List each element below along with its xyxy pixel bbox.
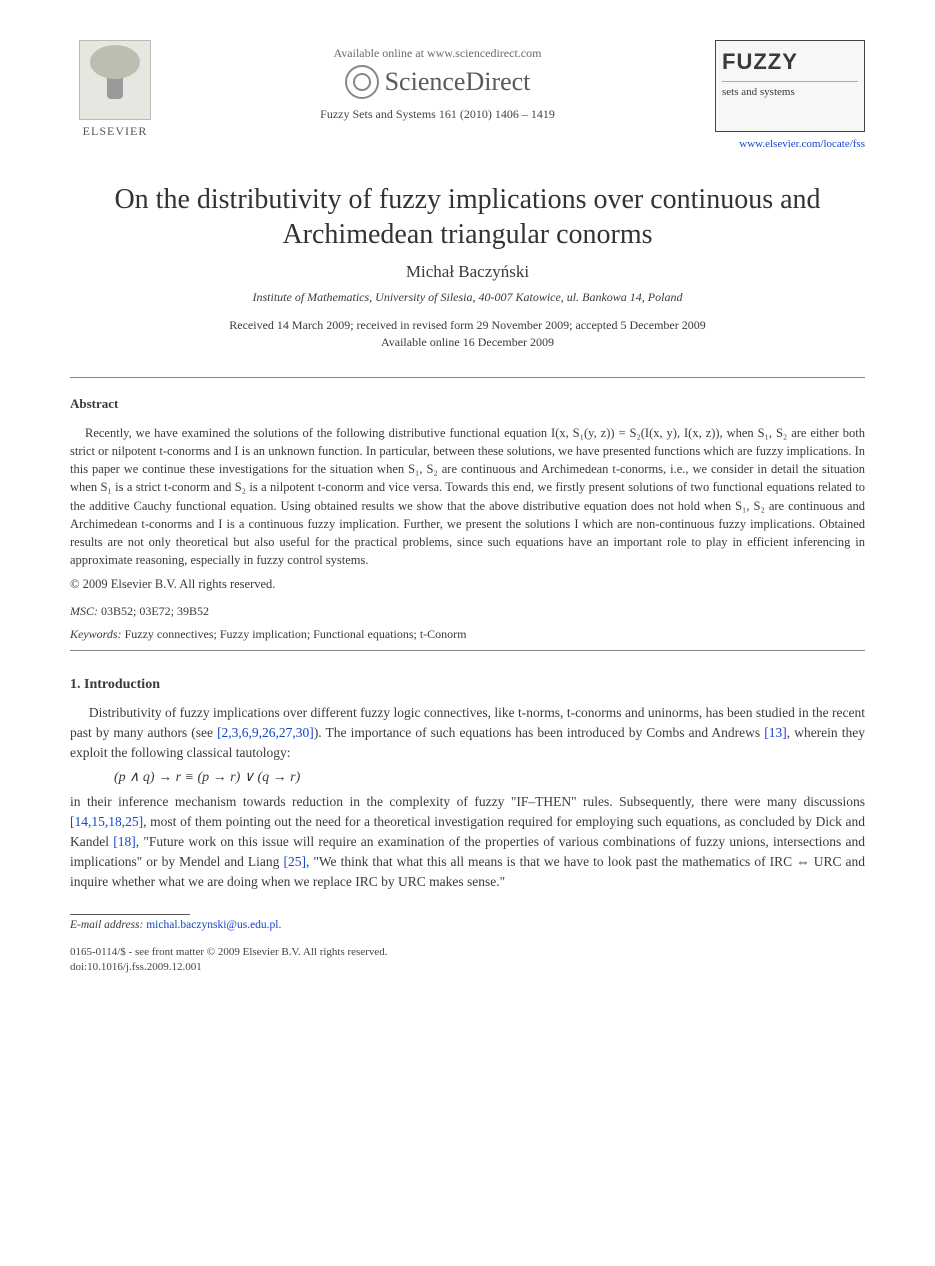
- intro-p2-a: in their inference mechanism towards red…: [70, 794, 865, 809]
- available-online-line: Available online at www.sciencedirect.co…: [160, 46, 715, 61]
- publisher-logo: ELSEVIER: [70, 40, 160, 139]
- email-label: E-mail address:: [70, 919, 143, 931]
- affiliation: Institute of Mathematics, University of …: [70, 290, 865, 305]
- citation-link-group-1[interactable]: [2,3,6,9,26,27,30]: [217, 725, 314, 740]
- journal-cover-box: FUZZY sets and systems www.elsevier.com/…: [715, 40, 865, 150]
- elsevier-tree-icon: [79, 40, 151, 120]
- abstract-heading: Abstract: [70, 396, 865, 412]
- journal-reference: Fuzzy Sets and Systems 161 (2010) 1406 –…: [160, 107, 715, 122]
- citation-link-group-2[interactable]: [14,15,18,25]: [70, 814, 143, 829]
- header-row: ELSEVIER Available online at www.science…: [70, 40, 865, 150]
- front-matter-line: 0165-0114/$ - see front matter © 2009 El…: [70, 945, 865, 976]
- rule-above-abstract: [70, 377, 865, 378]
- intro-paragraph-2: in their inference mechanism towards red…: [70, 792, 865, 892]
- keywords-text: Fuzzy connectives; Fuzzy implication; Fu…: [125, 627, 467, 641]
- paper-page: ELSEVIER Available online at www.science…: [0, 0, 935, 1006]
- intro-paragraph-1: Distributivity of fuzzy implications ove…: [70, 703, 865, 763]
- article-dates: Received 14 March 2009; received in revi…: [70, 317, 865, 351]
- sciencedirect-text: ScienceDirect: [385, 67, 531, 97]
- citation-link-13[interactable]: [13]: [764, 725, 787, 740]
- bottom-line-1: 0165-0114/$ - see front matter © 2009 El…: [70, 946, 388, 958]
- copyright-line: © 2009 Elsevier B.V. All rights reserved…: [70, 577, 865, 592]
- keywords-label: Keywords:: [70, 627, 122, 641]
- email-tail: .: [279, 919, 282, 931]
- author-name: Michał Baczyński: [70, 262, 865, 282]
- dates-line-2: Available online 16 December 2009: [381, 335, 554, 349]
- publisher-name: ELSEVIER: [70, 124, 160, 139]
- msc-label: MSC:: [70, 604, 98, 618]
- citation-link-25[interactable]: [25]: [283, 854, 306, 869]
- journal-url-link[interactable]: www.elsevier.com/locate/fss: [715, 138, 865, 150]
- journal-cover-panel: FUZZY sets and systems: [715, 40, 865, 132]
- tautology-formula: (p ∧ q) → r ≡ (p → r) ∨ (q → r): [114, 769, 865, 786]
- dates-line-1: Received 14 March 2009; received in revi…: [229, 318, 706, 332]
- footnote-rule: [70, 914, 190, 915]
- sciencedirect-swirl-icon: [345, 65, 379, 99]
- keywords-line: Keywords: Fuzzy connectives; Fuzzy impli…: [70, 627, 865, 642]
- citation-link-18[interactable]: [18]: [113, 834, 136, 849]
- doi-line: doi:10.1016/j.fss.2009.12.001: [70, 961, 202, 973]
- sciencedirect-logo: ScienceDirect: [345, 65, 531, 99]
- author-email-link[interactable]: michal.baczynski@us.edu.pl: [146, 919, 278, 931]
- msc-codes: 03B52; 03E72; 39B52: [101, 604, 209, 618]
- rule-below-keywords: [70, 650, 865, 651]
- email-footnote: E-mail address: michal.baczynski@us.edu.…: [70, 919, 865, 931]
- section-1-heading: 1. Introduction: [70, 677, 865, 693]
- journal-cover-title: FUZZY: [722, 49, 858, 75]
- center-header: Available online at www.sciencedirect.co…: [160, 40, 715, 122]
- article-title: On the distributivity of fuzzy implicati…: [70, 182, 865, 252]
- abstract-text: Recently, we have examined the solutions…: [70, 424, 865, 569]
- journal-cover-subtitle: sets and systems: [722, 81, 858, 98]
- msc-line: MSC: 03B52; 03E72; 39B52: [70, 604, 865, 619]
- intro-p1-b: ). The importance of such equations has …: [314, 725, 764, 740]
